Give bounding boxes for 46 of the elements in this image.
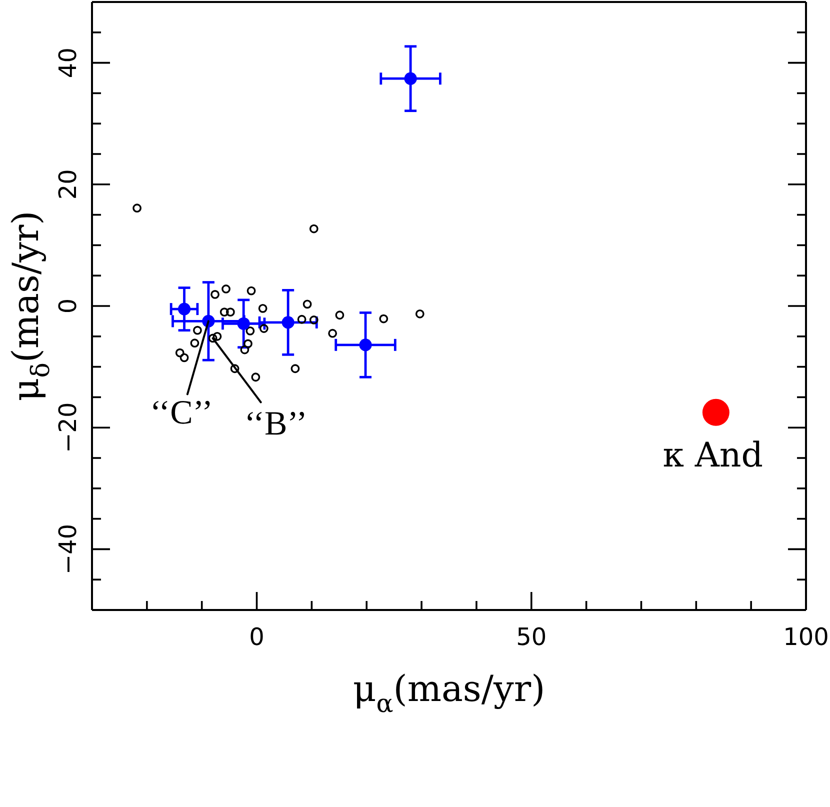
point — [302, 300, 312, 309]
point — [190, 338, 200, 348]
point — [379, 314, 388, 324]
point — [359, 338, 372, 352]
point — [180, 353, 189, 362]
point — [240, 345, 250, 354]
point — [335, 310, 344, 320]
annotation: ‘‘B’’ — [244, 406, 308, 443]
point — [290, 364, 300, 374]
x-tick-label: 100 — [783, 623, 829, 651]
point — [258, 304, 268, 313]
point — [208, 334, 218, 343]
point — [309, 224, 318, 234]
point — [246, 286, 256, 296]
point — [259, 324, 268, 333]
point — [415, 309, 424, 318]
point — [132, 204, 142, 213]
point — [297, 314, 306, 324]
x-axis-title: μ$_{α}$(mas/yr) — [352, 668, 546, 718]
point — [702, 398, 730, 426]
point — [226, 308, 235, 317]
point — [230, 364, 240, 374]
point — [404, 72, 417, 85]
point — [244, 339, 252, 348]
point — [220, 308, 229, 317]
y-tick-label: 0 — [54, 298, 82, 314]
point — [222, 284, 230, 294]
point — [251, 372, 260, 382]
point — [210, 290, 220, 299]
y-tick-label: −20 — [54, 402, 82, 453]
point — [328, 328, 338, 338]
x-tick-label: 0 — [249, 623, 264, 651]
point — [309, 316, 318, 324]
point — [178, 302, 191, 316]
point — [237, 317, 250, 330]
point — [212, 332, 222, 341]
series-label: κ And — [662, 435, 764, 476]
annotation: ‘‘C’’ — [150, 394, 213, 432]
x-tick-label: 50 — [516, 623, 547, 651]
y-tick-label: 40 — [54, 48, 82, 78]
point — [193, 326, 202, 335]
point — [175, 348, 184, 358]
y-tick-label: −40 — [54, 524, 82, 575]
y-tick-label: 20 — [54, 169, 82, 200]
point — [246, 326, 255, 336]
point — [282, 316, 294, 329]
